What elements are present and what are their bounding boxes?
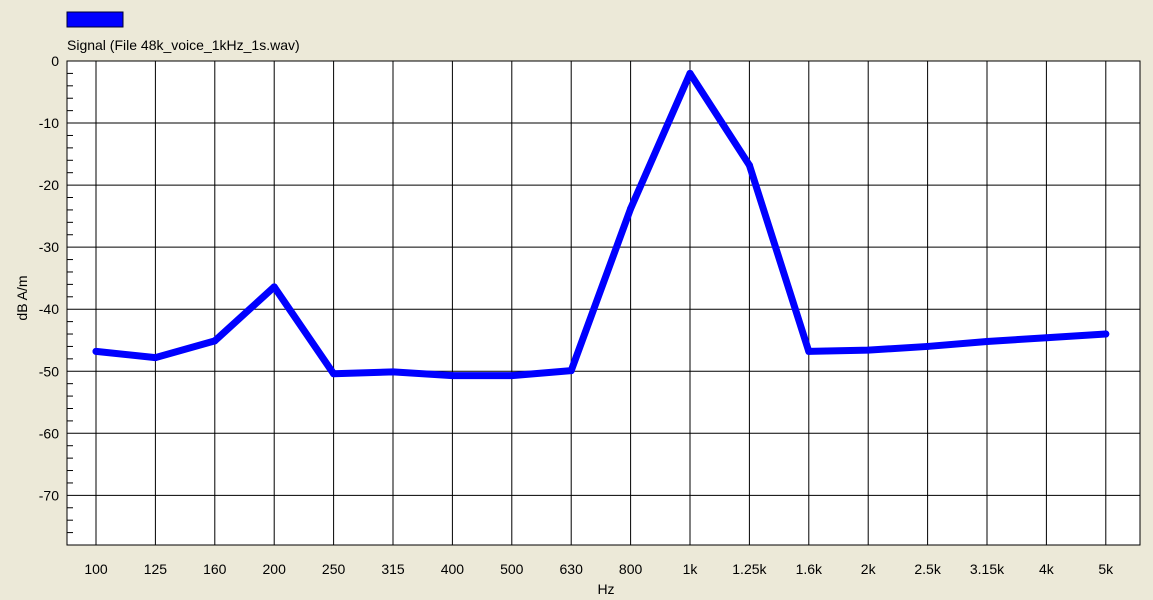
x-tick-label: 2.5k <box>914 561 941 577</box>
x-tick-label: 160 <box>203 561 227 577</box>
x-axis-label: Hz <box>597 581 614 597</box>
data-point <box>805 347 813 355</box>
x-tick-label: 315 <box>381 561 405 577</box>
minor-ticks <box>67 72 73 546</box>
x-tick-label: 1.25k <box>732 561 767 577</box>
data-point <box>567 367 575 375</box>
data-points <box>92 69 1110 380</box>
data-point <box>92 347 100 355</box>
x-tick-label: 500 <box>500 561 524 577</box>
data-point <box>1042 334 1050 342</box>
data-point <box>211 337 219 345</box>
data-point <box>448 372 456 380</box>
x-tick-label: 400 <box>441 561 465 577</box>
data-point <box>924 342 932 350</box>
x-tick-label: 1k <box>683 561 699 577</box>
y-tick-label: -60 <box>39 425 59 441</box>
data-point <box>389 368 397 376</box>
y-tick-label: -30 <box>39 239 59 255</box>
x-tick-label: 200 <box>263 561 287 577</box>
x-tick-label: 2k <box>861 561 877 577</box>
data-point <box>627 205 635 213</box>
y-tick-label: -70 <box>39 487 59 503</box>
data-point <box>864 346 872 354</box>
series-line <box>92 69 1110 380</box>
data-point <box>151 354 159 362</box>
x-tick-label: 100 <box>84 561 108 577</box>
x-tick-label: 5k <box>1098 561 1114 577</box>
x-tick-label: 125 <box>144 561 168 577</box>
x-tick-label: 4k <box>1039 561 1055 577</box>
plot-area <box>66 60 1141 546</box>
legend-entry: Signal (File 48k_voice_1kHz_1s.wav) <box>67 37 300 53</box>
data-point <box>1102 330 1110 338</box>
legend-swatch <box>66 11 124 28</box>
x-tick-labels: 100 125 160 200 250 315 400 500 630 800 1k 1.25k 1.6… <box>84 561 1114 577</box>
data-point <box>686 69 694 77</box>
y-axis-label: dB A/m <box>14 275 30 320</box>
data-point <box>508 372 516 380</box>
y-tick-label: -10 <box>39 115 59 131</box>
y-tick-label: 0 <box>51 53 59 69</box>
legend: Signal (File 48k_voice_1kHz_1s.wav) <box>66 11 300 53</box>
data-point <box>983 337 991 345</box>
x-tick-label: 1.6k <box>796 561 823 577</box>
y-tick-label: -50 <box>39 363 59 379</box>
data-point <box>270 283 278 291</box>
x-tick-label: 800 <box>619 561 643 577</box>
y-tick-labels: 0 -10 -20 -30 -40 -50 -60 -70 <box>39 53 59 503</box>
y-tick-label: -20 <box>39 177 59 193</box>
y-tick-label: -40 <box>39 301 59 317</box>
data-point <box>330 370 338 378</box>
data-point <box>745 161 753 169</box>
grid <box>67 60 1140 545</box>
x-tick-label: 250 <box>322 561 346 577</box>
x-tick-label: 3.15k <box>970 561 1005 577</box>
x-tick-label: 630 <box>560 561 584 577</box>
